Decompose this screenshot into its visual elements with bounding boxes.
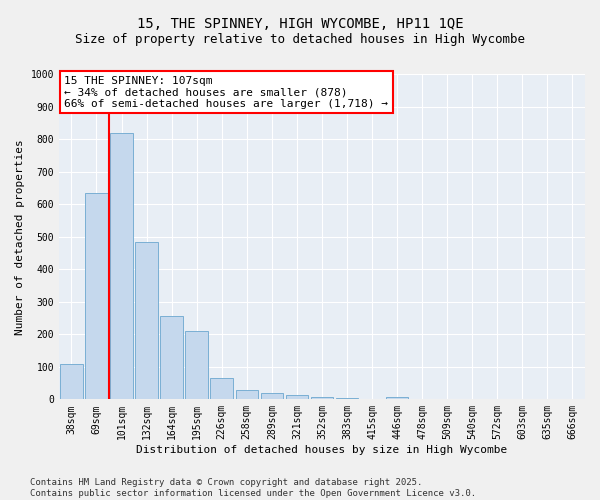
Bar [311, 396, 333, 400]
X-axis label: Distribution of detached houses by size in High Wycombe: Distribution of detached houses by size … [136, 445, 508, 455]
Bar [336, 398, 358, 400]
Y-axis label: Number of detached properties: Number of detached properties [15, 139, 25, 334]
Bar [136, 242, 158, 400]
Text: Contains HM Land Registry data © Crown copyright and database right 2025.
Contai: Contains HM Land Registry data © Crown c… [30, 478, 476, 498]
Bar [160, 316, 183, 400]
Bar [211, 378, 233, 400]
Bar [236, 390, 258, 400]
Bar [85, 192, 108, 400]
Bar [185, 331, 208, 400]
Text: Size of property relative to detached houses in High Wycombe: Size of property relative to detached ho… [75, 32, 525, 46]
Bar [386, 396, 409, 400]
Bar [260, 394, 283, 400]
Text: 15, THE SPINNEY, HIGH WYCOMBE, HP11 1QE: 15, THE SPINNEY, HIGH WYCOMBE, HP11 1QE [137, 18, 463, 32]
Bar [286, 395, 308, 400]
Text: 15 THE SPINNEY: 107sqm
← 34% of detached houses are smaller (878)
66% of semi-de: 15 THE SPINNEY: 107sqm ← 34% of detached… [64, 76, 388, 109]
Bar [60, 364, 83, 400]
Bar [110, 132, 133, 400]
